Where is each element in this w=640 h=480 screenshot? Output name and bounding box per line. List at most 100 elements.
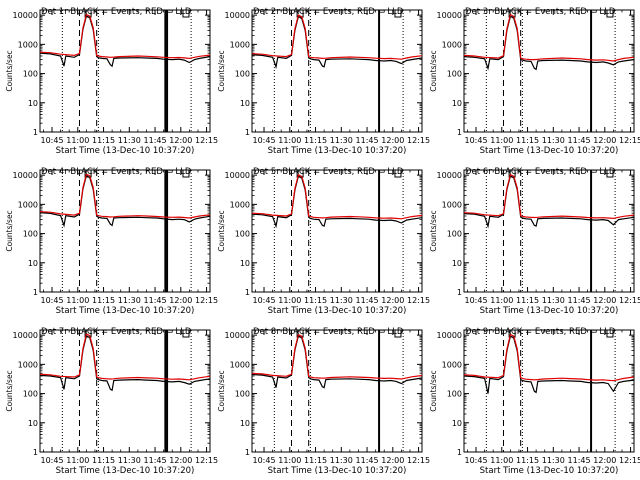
bracket-marker <box>182 330 190 338</box>
x-tick-label: 11:45 <box>356 456 379 465</box>
x-tick-label: 11:30 <box>542 456 565 465</box>
x-axis-label: Start Time (13-Dec-10 10:37:20) <box>56 306 195 316</box>
y-axis-label: Counts/sec <box>429 210 438 251</box>
plot-frame <box>251 329 423 453</box>
y-tick-label: 1000 <box>230 40 250 49</box>
x-tick-label: 11:15 <box>516 456 539 465</box>
x-tick-label: 11:00 <box>490 136 513 145</box>
y-tick-label: 10000 <box>13 171 38 180</box>
y-tick-label: 100 <box>447 230 462 239</box>
panel-title: Det 9r BLACK = Events, RED = LLD <box>465 327 616 337</box>
detector-panel-5: 1 10 100 1000 10000 10:45 11:00 11:15 11:30 11:45… <box>217 167 430 316</box>
x-tick-label: 11:30 <box>330 296 353 305</box>
detector-panel-7: 1 10 100 1000 10000 10:45 11:00 11:15 11:30 11:45… <box>5 327 218 476</box>
panel-title: Det 8r BLACK = Events, RED = LLD <box>253 327 404 337</box>
series-line-lld <box>464 333 634 382</box>
series-line-events <box>464 335 634 394</box>
x-axis-label: Start Time (13-Dec-10 10:37:20) <box>268 466 407 476</box>
series-line-lld <box>252 14 422 60</box>
y-tick-label: 1000 <box>442 360 462 369</box>
bracket-marker <box>182 170 190 178</box>
x-tick-label: 10:45 <box>464 136 487 145</box>
x-tick-label: 11:30 <box>118 296 141 305</box>
y-tick-label: 10000 <box>437 11 462 20</box>
y-axis-label: Counts/sec <box>217 210 226 251</box>
x-tick-label: 11:15 <box>92 136 115 145</box>
x-tick-label: 12:00 <box>169 296 192 305</box>
x-axis-label: Start Time (13-Dec-10 10:37:20) <box>268 306 407 316</box>
y-axis-label: Counts/sec <box>5 210 14 251</box>
y-tick-label: 1000 <box>230 360 250 369</box>
x-tick-label: 12:15 <box>195 136 218 145</box>
y-tick-label: 1 <box>33 288 38 297</box>
x-tick-label: 10:45 <box>252 456 275 465</box>
series-line-lld <box>252 333 422 380</box>
y-tick-label: 10000 <box>225 11 250 20</box>
x-tick-label: 12:00 <box>593 136 616 145</box>
y-axis-label: Counts/sec <box>5 50 14 91</box>
x-tick-label: 12:00 <box>381 136 404 145</box>
bracket-marker <box>394 170 402 178</box>
y-tick-label: 1000 <box>230 200 250 209</box>
x-tick-label: 12:15 <box>195 456 218 465</box>
x-tick-label: 12:00 <box>381 456 404 465</box>
y-tick-label: 1 <box>457 128 462 137</box>
x-tick-label: 10:45 <box>252 296 275 305</box>
y-tick-label: 1000 <box>18 360 38 369</box>
y-tick-label: 100 <box>447 70 462 79</box>
x-tick-label: 11:00 <box>490 296 513 305</box>
x-tick-label: 11:45 <box>144 456 167 465</box>
x-tick-label: 11:15 <box>304 456 327 465</box>
y-axis-label: Counts/sec <box>217 370 226 411</box>
y-axis-label: Counts/sec <box>429 50 438 91</box>
y-tick-label: 100 <box>23 230 38 239</box>
panel-title: Det 5r BLACK = Events, RED = LLD <box>253 167 404 177</box>
series-line-events <box>252 334 422 389</box>
x-tick-label: 11:45 <box>144 296 167 305</box>
y-tick-label: 10 <box>28 259 38 268</box>
x-tick-label: 11:30 <box>330 136 353 145</box>
y-tick-label: 1000 <box>442 200 462 209</box>
bracket-marker <box>394 330 402 338</box>
y-tick-label: 10 <box>28 419 38 428</box>
x-tick-label: 11:00 <box>66 456 89 465</box>
y-axis-label: Counts/sec <box>5 370 14 411</box>
x-tick-label: 12:15 <box>619 456 640 465</box>
y-tick-label: 100 <box>23 390 38 399</box>
x-tick-label: 11:45 <box>568 456 591 465</box>
x-tick-label: 11:45 <box>356 136 379 145</box>
detector-panel-3: 1 10 100 1000 10000 10:45 11:00 11:15 11:30 11:45… <box>429 7 640 156</box>
x-tick-label: 10:45 <box>40 456 63 465</box>
x-tick-label: 12:00 <box>381 296 404 305</box>
series-line-events <box>40 14 210 68</box>
series-line-events <box>464 174 634 229</box>
y-tick-label: 100 <box>23 70 38 79</box>
y-tick-label: 10 <box>240 419 250 428</box>
y-tick-label: 100 <box>235 70 250 79</box>
x-axis-label: Start Time (13-Dec-10 10:37:20) <box>56 466 195 476</box>
y-tick-label: 10 <box>240 259 250 268</box>
series-line-lld <box>252 173 422 220</box>
x-tick-label: 11:00 <box>490 456 513 465</box>
x-tick-label: 11:15 <box>304 296 327 305</box>
bracket-marker <box>606 330 614 338</box>
plot-frame <box>39 9 211 133</box>
plot-frame <box>463 329 635 453</box>
series-line-lld <box>464 13 634 62</box>
y-tick-label: 10000 <box>13 11 38 20</box>
series-line-events <box>464 15 634 71</box>
x-tick-label: 10:45 <box>464 456 487 465</box>
panel-title: Det 4r BLACK = Events, RED = LLD <box>41 167 192 177</box>
y-tick-label: 10 <box>452 99 462 108</box>
y-tick-label: 10000 <box>437 171 462 180</box>
y-tick-label: 10 <box>452 259 462 268</box>
series-line-lld <box>40 173 210 219</box>
x-tick-label: 11:15 <box>304 136 327 145</box>
x-tick-label: 11:15 <box>516 136 539 145</box>
x-tick-label: 11:00 <box>278 456 301 465</box>
x-axis-label: Start Time (13-Dec-10 10:37:20) <box>268 146 407 156</box>
x-tick-label: 12:15 <box>619 296 640 305</box>
x-tick-label: 11:30 <box>118 136 141 145</box>
x-tick-label: 11:30 <box>330 456 353 465</box>
series-line-events <box>40 334 210 392</box>
